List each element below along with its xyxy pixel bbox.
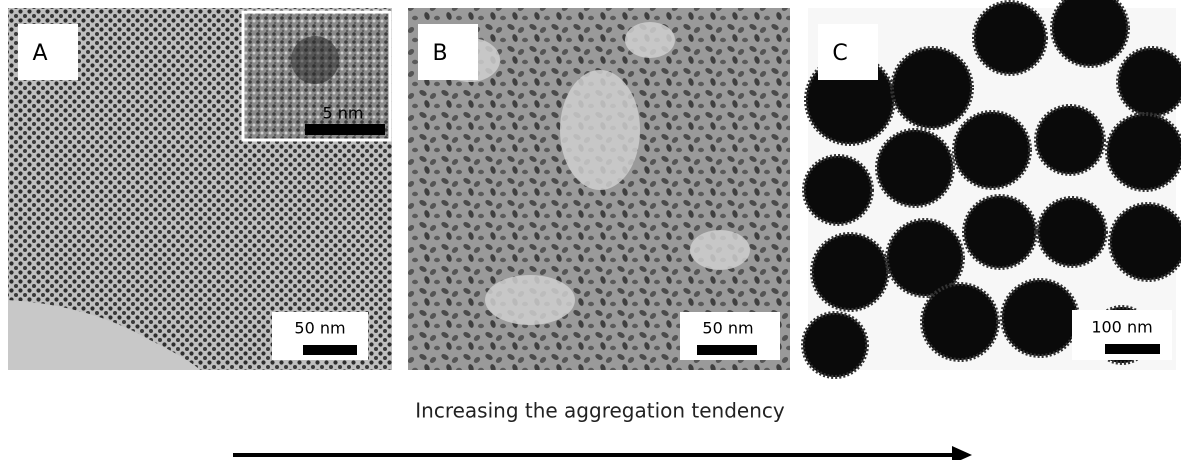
inset-scale-label: 5 nm: [323, 104, 364, 123]
panel-label: A: [32, 41, 47, 66]
label-box: [18, 24, 78, 80]
figure: 5 nm A 50 nm B 50 nm C 100 nm Increasing…: [0, 0, 1181, 460]
caption: Increasing the aggregation tendency: [415, 399, 785, 423]
scale-bar: [303, 345, 357, 355]
panel-label: B: [432, 41, 447, 66]
scale-label: 50 nm: [294, 319, 345, 338]
scale-bar: [697, 345, 757, 355]
inset-scale-bar: [305, 124, 385, 135]
panel-label: C: [832, 41, 847, 66]
scale-label: 50 nm: [702, 319, 753, 338]
label-box: [818, 24, 878, 80]
scale-label: 100 nm: [1091, 318, 1152, 337]
scale-bar: [1105, 344, 1160, 354]
arrow-head: [952, 446, 972, 460]
inset-particle: [291, 36, 339, 84]
label-box: [418, 24, 478, 80]
